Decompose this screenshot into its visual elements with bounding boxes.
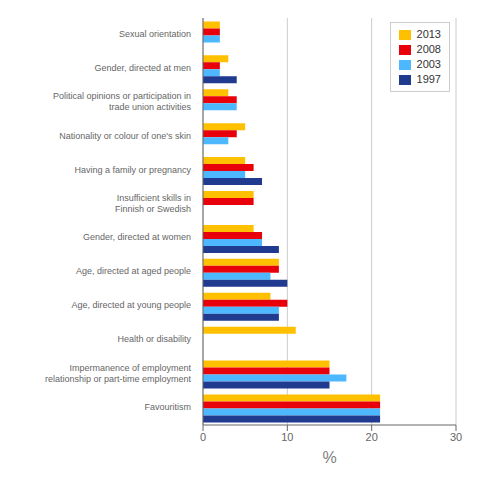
html-text:1997: 1997 (416, 73, 441, 85)
svg-text:0: 0 (200, 431, 206, 443)
svg-text:Sexual orientation: Sexual orientation (119, 29, 191, 39)
svg-text:Insufficient skills inFinnish: Insufficient skills inFinnish or Swedish (115, 193, 191, 214)
svg-text:Favouritism: Favouritism (144, 402, 191, 412)
html-text:2003: 2003 (416, 58, 441, 70)
svg-text:Gender, directed at men: Gender, directed at men (94, 63, 191, 73)
svg-text:Age, directed at aged people: Age, directed at aged people (76, 267, 191, 277)
svg-text:Political opinions or particip: Political opinions or participation intr… (53, 92, 192, 113)
svg-text:%: % (322, 449, 336, 466)
svg-text:Health or disability: Health or disability (117, 335, 191, 345)
svg-text:Impermanence of employmentrela: Impermanence of employmentrelationship o… (45, 363, 192, 384)
svg-text:Gender, directed at women: Gender, directed at women (83, 233, 191, 243)
html-text:2008: 2008 (416, 43, 441, 55)
svg-text:30: 30 (450, 431, 462, 443)
html-text:2013: 2013 (416, 28, 441, 40)
svg-text:20: 20 (366, 431, 378, 443)
svg-text:Age, directed at young people: Age, directed at young people (71, 301, 191, 311)
svg-text:Having a family or pregnancy: Having a family or pregnancy (74, 165, 191, 175)
svg-text:Nationality or colour of one's: Nationality or colour of one's skin (59, 131, 191, 141)
svg-text:10: 10 (281, 431, 293, 443)
